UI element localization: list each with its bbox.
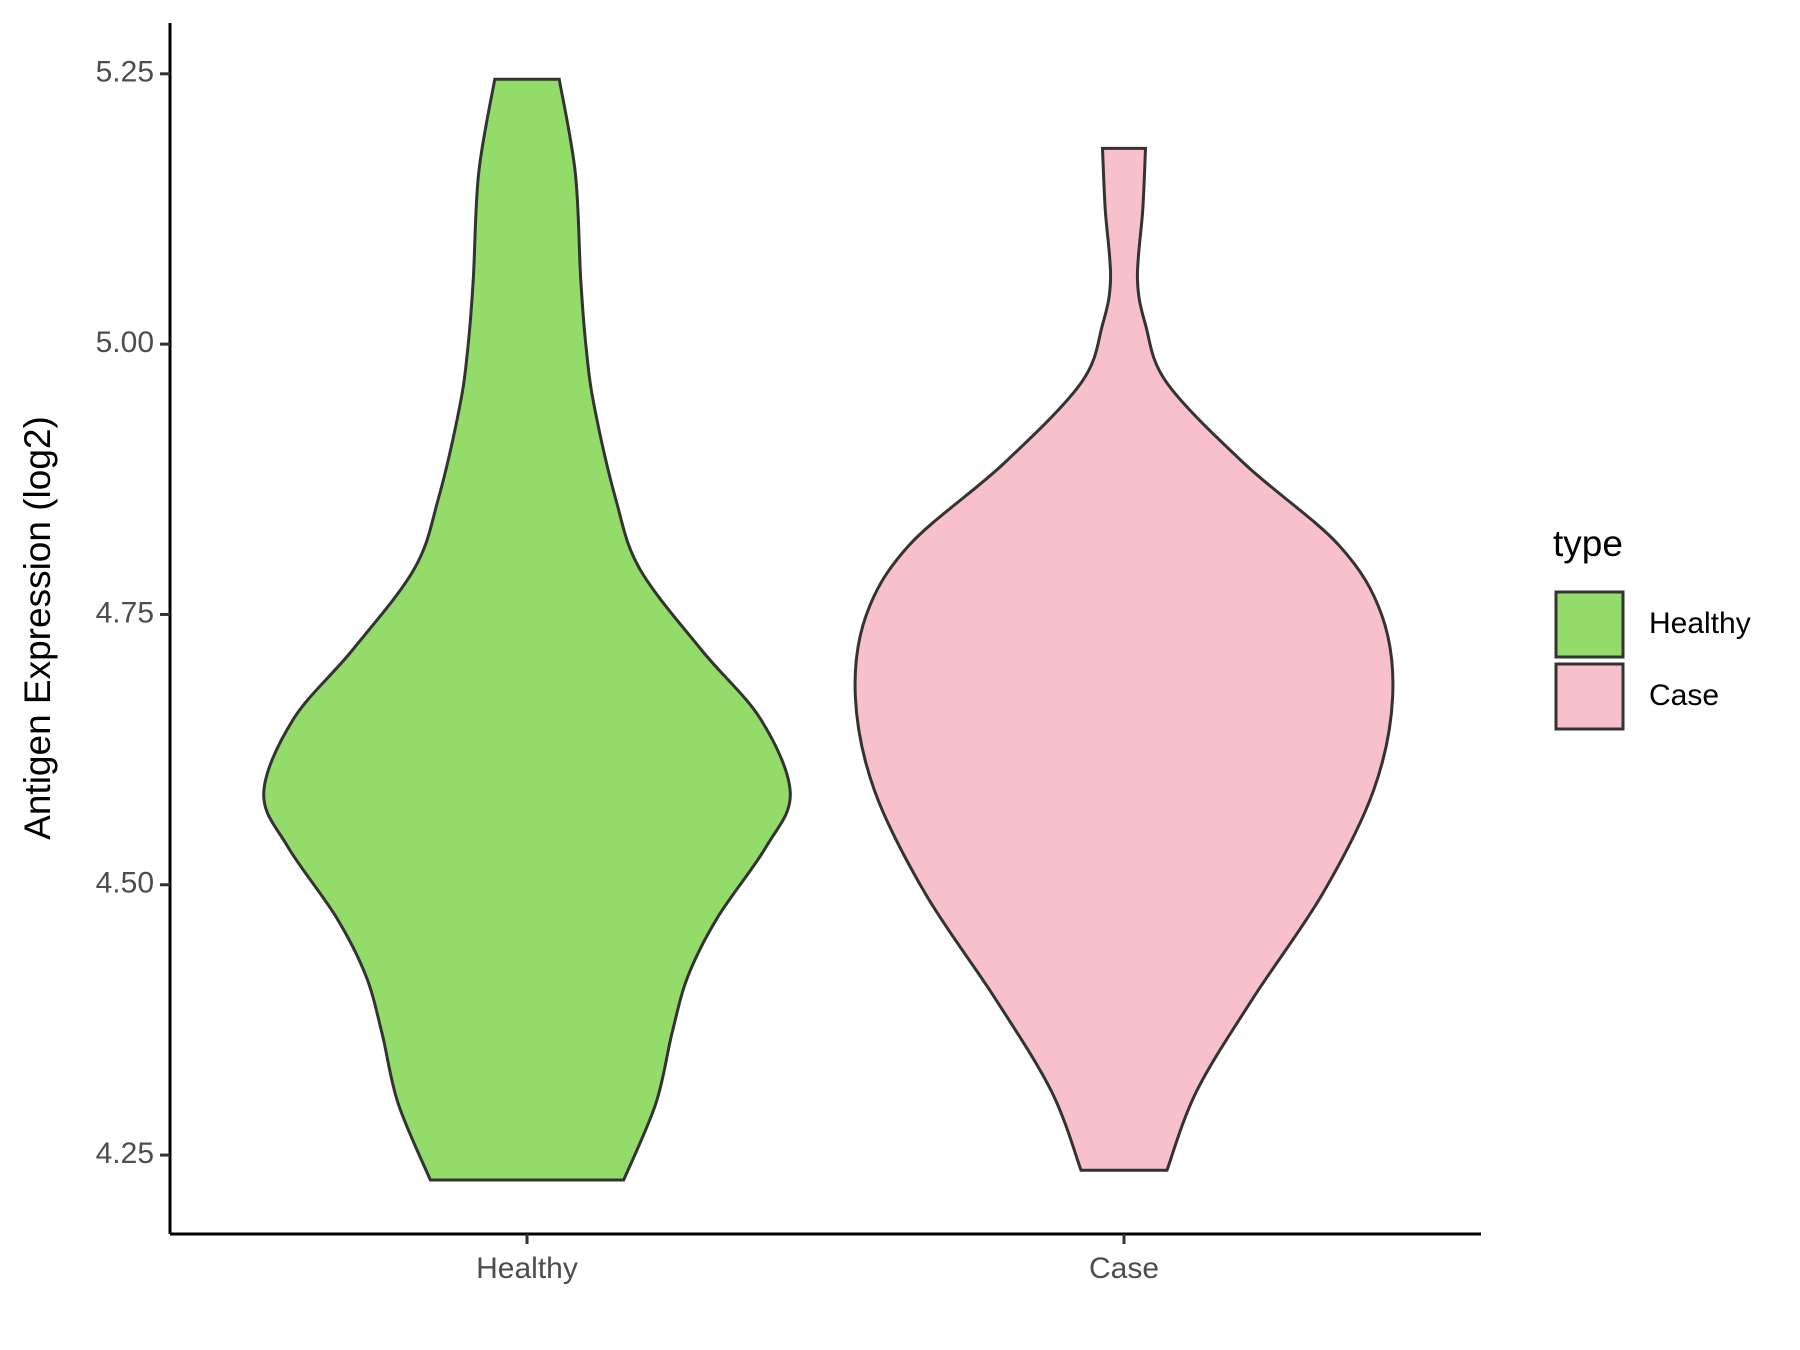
x-tick-label: Case	[1089, 1252, 1159, 1285]
legend-key	[1554, 590, 1625, 659]
y-tick-label: 4.25	[96, 1137, 154, 1170]
legend-label: Healthy	[1649, 607, 1751, 640]
violin	[853, 146, 1395, 1172]
legend-title: type	[1553, 523, 1623, 564]
legend-label: Case	[1649, 679, 1719, 712]
legend-key	[1554, 662, 1625, 731]
y-axis-label: Antigen Expression (log2)	[17, 416, 58, 840]
y-tick-label: 4.50	[96, 867, 154, 900]
y-tick-label: 5.25	[96, 56, 154, 89]
y-tick-label: 5.00	[96, 326, 154, 359]
x-tick-label: Healthy	[476, 1252, 578, 1285]
violin	[262, 77, 792, 1182]
y-tick-label: 4.75	[96, 596, 154, 629]
